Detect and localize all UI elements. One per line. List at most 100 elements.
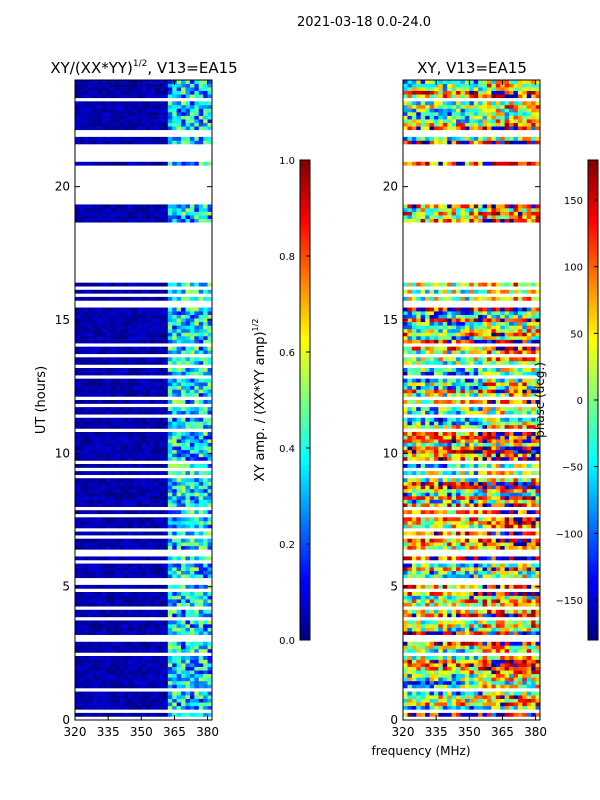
amp-cell (101, 499, 107, 504)
amp-cell (185, 645, 191, 650)
amp-cell (207, 104, 213, 109)
phase-cell (517, 563, 523, 568)
amp-cell (158, 496, 164, 500)
amp-cell (119, 314, 124, 319)
amp-cell (154, 545, 160, 550)
amp-cell (136, 609, 142, 614)
amp-cell (194, 453, 200, 458)
phase-cell (411, 627, 417, 632)
amp-cell (181, 289, 186, 294)
amp-cell (114, 488, 120, 493)
phase-cell (491, 524, 497, 529)
amp-cell (92, 648, 98, 653)
phase-cell (478, 496, 483, 500)
amp-cell (88, 702, 93, 707)
phase-cell (464, 510, 470, 515)
amp-cell (150, 389, 155, 394)
amp-cell (119, 432, 124, 436)
phase-cell (442, 595, 448, 600)
amp-cell (207, 282, 213, 287)
amp-cell (123, 517, 129, 522)
amp-cell (203, 517, 208, 522)
phase-cell (495, 584, 501, 589)
amp-cell (172, 471, 177, 475)
amp-cell (97, 122, 102, 127)
amp-cell (141, 357, 147, 362)
amp-cell (194, 350, 200, 355)
amp-cell (185, 368, 191, 372)
amp-cell (79, 478, 85, 483)
phase-cell (451, 592, 457, 596)
amp-cell (145, 311, 151, 315)
amp-cell (101, 325, 107, 330)
amp-cell (163, 417, 169, 422)
phase-cell (531, 712, 536, 717)
amp-cell (101, 400, 107, 404)
amp-cell (123, 104, 129, 109)
phase-cell (456, 531, 461, 536)
amp-cell (189, 520, 195, 525)
phase-cell (456, 677, 461, 682)
amp-cell (123, 620, 129, 625)
amp-cell (181, 325, 186, 330)
phase-cell (429, 602, 435, 607)
amp-cell (141, 112, 147, 116)
amp-cell (198, 556, 204, 561)
amp-cell (181, 712, 186, 717)
phase-cell (403, 673, 408, 678)
amp-cell (128, 712, 133, 717)
amp-cell (158, 695, 164, 699)
amp-cell (181, 488, 186, 493)
amp-cell (203, 538, 208, 543)
amp-cell (136, 698, 142, 703)
amp-cell (114, 627, 120, 632)
amp-cell (92, 400, 98, 404)
amp-cell (101, 339, 107, 344)
amp-cell (136, 336, 142, 340)
phase-cell (420, 620, 426, 625)
amp-cell (83, 332, 89, 337)
amp-cell (128, 517, 133, 522)
amp-cell (83, 698, 89, 703)
amp-cell (194, 346, 200, 351)
amp-cell (110, 346, 116, 351)
phase-cell (500, 698, 505, 703)
amp-cell (83, 371, 89, 376)
amp-cell (123, 524, 129, 529)
amp-cell (194, 492, 200, 497)
phase-cell (491, 542, 497, 547)
phase-cell (526, 645, 532, 650)
amp-cell (145, 332, 151, 337)
amp-cell (105, 435, 111, 440)
amp-cell (150, 112, 155, 116)
amp-cell (207, 382, 213, 387)
amp-cell (158, 321, 164, 326)
amp-cell (172, 90, 177, 95)
amp-cell (185, 439, 191, 443)
amp-cell (158, 435, 164, 440)
amp-cell (128, 663, 133, 667)
amp-cell (158, 453, 164, 458)
amp-cell (114, 641, 120, 646)
amp-cell (123, 705, 129, 710)
amp-cell (110, 663, 116, 667)
amp-cell (167, 307, 173, 312)
amp-cell (194, 499, 200, 504)
amp-cell (194, 400, 200, 404)
phase-cell (420, 609, 426, 614)
amp-cell (189, 336, 195, 340)
amp-cell (105, 439, 111, 443)
amp-cell (207, 108, 213, 113)
amp-cell (88, 307, 93, 312)
phase-cell (464, 567, 470, 571)
amp-cell (97, 524, 102, 529)
phase-cell (433, 517, 439, 522)
amp-cell (189, 87, 195, 91)
phase-cell (407, 705, 413, 710)
phase-cell (522, 712, 528, 717)
amp-cell (154, 282, 160, 287)
amp-cell (105, 492, 111, 497)
amp-cell (119, 503, 124, 507)
amp-cell (158, 542, 164, 547)
phase-cell (491, 620, 497, 625)
